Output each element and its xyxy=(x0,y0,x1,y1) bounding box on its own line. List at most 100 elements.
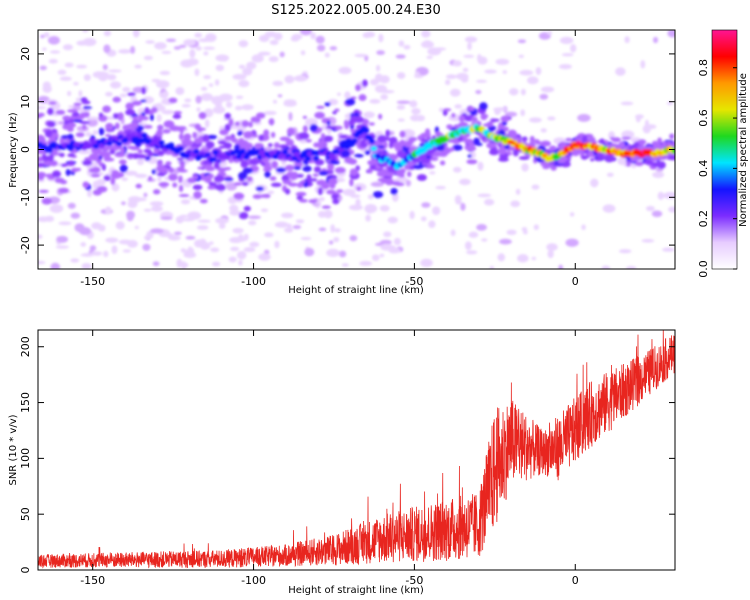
spectrogram-noise-blob xyxy=(228,256,237,263)
spectrogram-noise-blob xyxy=(449,88,461,97)
spectrogram-noise-blob xyxy=(215,54,230,62)
spectrogram-noise-blob xyxy=(109,81,122,89)
spectrogram-xtick-label: -150 xyxy=(80,275,105,288)
spectrogram-energy-blob xyxy=(136,154,147,159)
spectrogram-energy-blob xyxy=(490,118,500,122)
spectrogram-energy-blob xyxy=(518,156,530,161)
spectrogram-xtick-label: -50 xyxy=(405,275,423,288)
spectrogram-energy-blob xyxy=(82,159,93,166)
spectrogram-noise-blob xyxy=(476,223,488,231)
spectrogram-noise-blob xyxy=(421,30,431,38)
spectrogram-noise-blob xyxy=(157,176,162,182)
spectrogram-energy-blob xyxy=(457,136,464,142)
spectrogram-noise-blob xyxy=(50,262,61,269)
spectrogram-noise-blob xyxy=(640,60,646,69)
spectrogram-energy-blob xyxy=(628,144,633,151)
spectrogram-noise-blob xyxy=(370,181,384,187)
spectrogram-noise-blob xyxy=(126,210,136,220)
spectrogram-noise-blob xyxy=(395,54,406,59)
spectrogram-noise-blob xyxy=(130,46,136,54)
spectrogram-energy-blob xyxy=(379,151,388,155)
spectrogram-noise-blob xyxy=(520,109,526,117)
spectrogram-noise-blob xyxy=(92,130,98,135)
spectrogram-energy-blob xyxy=(75,132,85,138)
spectrogram-noise-blob xyxy=(651,210,663,218)
spectrogram-energy-blob xyxy=(125,109,136,116)
spectrogram-noise-blob xyxy=(459,178,471,186)
spectrogram-energy-blob xyxy=(345,98,356,106)
spectrogram-energy-blob xyxy=(270,182,282,187)
spectrogram-energy-blob xyxy=(321,205,331,209)
spectrogram-energy-blob xyxy=(399,168,406,174)
spectrogram-energy-blob xyxy=(344,122,350,130)
spectrogram-ridge-blob xyxy=(115,141,123,147)
spectrogram-noise-blob xyxy=(409,210,415,220)
spectrogram-energy-blob xyxy=(282,180,292,185)
spectrogram-noise-blob xyxy=(403,44,411,50)
spectrogram-energy-blob xyxy=(640,142,645,148)
spectrogram-noise-blob xyxy=(251,54,264,63)
spectrogram-hotspot xyxy=(571,142,580,147)
spectrogram-energy-blob xyxy=(204,175,212,184)
spectrogram-energy-blob xyxy=(122,124,130,131)
spectrogram-energy-blob xyxy=(380,168,388,173)
spectrogram-energy-blob xyxy=(301,179,306,183)
spectrogram-energy-blob xyxy=(249,158,260,166)
spectrogram-energy-blob xyxy=(137,119,142,123)
spectrogram-noise-blob xyxy=(427,47,442,56)
spectrogram-energy-blob xyxy=(183,136,189,140)
snr-ticks: -150 -100 -50 0 0 50 100 150 200 xyxy=(19,330,675,587)
spectrogram-noise-blob xyxy=(264,232,274,238)
spectrogram-noise-blob xyxy=(264,31,277,38)
spectrogram-noise-blob xyxy=(484,69,497,74)
spectrogram-noise-blob xyxy=(184,98,192,103)
spectrogram-energy-blob xyxy=(125,102,134,111)
spectrogram-noise-blob xyxy=(62,44,73,51)
spectrogram-energy-blob xyxy=(275,167,286,173)
spectrogram-energy-blob xyxy=(498,157,509,162)
spectrogram-noise-blob xyxy=(115,221,125,230)
spectrogram-noise-blob xyxy=(570,44,577,53)
spectrogram-noise-blob xyxy=(194,68,200,77)
spectrogram-noise-blob xyxy=(187,211,202,220)
spectrogram-energy-blob xyxy=(195,123,200,128)
spectrogram-energy-blob xyxy=(439,160,446,166)
spectrogram-energy-blob xyxy=(327,162,335,171)
spectrogram-noise-blob xyxy=(657,191,665,200)
spectrogram-noise-blob xyxy=(468,231,479,238)
spectrogram-energy-blob xyxy=(470,116,478,123)
spectrogram-noise-blob xyxy=(635,115,641,123)
spectrogram-noise-blob xyxy=(621,130,635,139)
spectrogram-noise-blob xyxy=(452,60,462,67)
spectrogram-energy-blob xyxy=(279,144,289,148)
spectrogram-noise-blob xyxy=(396,100,411,105)
spectrogram-noise-blob xyxy=(176,258,183,268)
spectrogram-noise-blob xyxy=(150,228,164,234)
spectrogram-energy-blob xyxy=(417,135,423,141)
spectrogram-energy-blob xyxy=(512,150,519,157)
spectrogram-energy-blob xyxy=(385,129,391,138)
spectrogram-noise-blob xyxy=(426,55,434,60)
spectrogram-noise-blob xyxy=(294,75,308,82)
spectrogram-noise-blob xyxy=(463,54,475,58)
spectrogram-noise-blob xyxy=(466,250,478,255)
spectrogram-noise-blob xyxy=(281,212,294,219)
spectrogram-energy-blob xyxy=(162,129,171,134)
spectrogram-energy-blob xyxy=(354,115,364,124)
spectrogram-energy-blob xyxy=(326,120,331,126)
spectrogram-ridge-blob xyxy=(193,148,200,154)
spectrogram-noise-blob xyxy=(290,36,300,42)
spectrogram-noise-blob xyxy=(274,221,289,228)
spectrogram-energy-blob xyxy=(298,132,310,140)
spectrogram-noise-blob xyxy=(44,215,55,222)
spectrogram-energy-blob xyxy=(669,133,675,140)
spectrogram-noise-blob xyxy=(435,185,446,190)
spectrogram-energy-blob xyxy=(248,121,253,128)
spectrogram-energy-blob xyxy=(426,155,431,159)
spectrogram-noise-blob xyxy=(90,251,103,256)
spectrogram-noise-blob xyxy=(362,32,372,39)
spectrogram-noise-blob xyxy=(615,67,626,76)
spectrogram-energy-blob xyxy=(399,139,406,147)
